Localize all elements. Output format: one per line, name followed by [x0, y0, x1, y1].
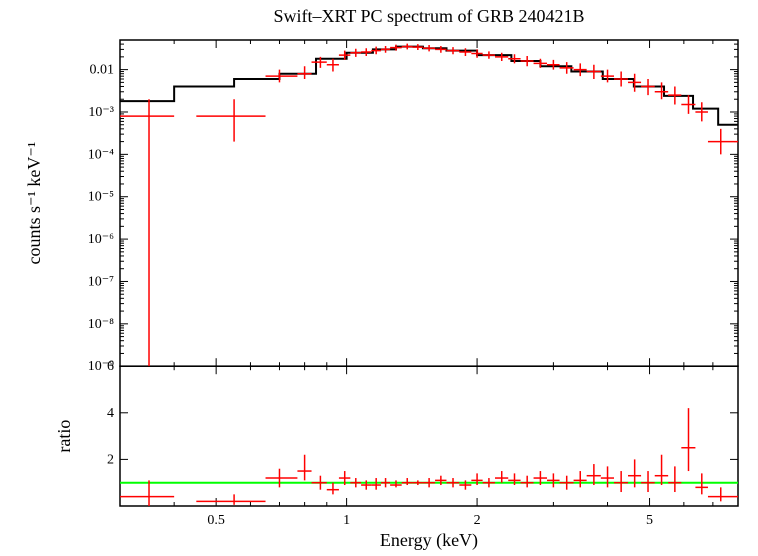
y-tick-label-top: 10⁻³ [88, 105, 114, 120]
bottom-panel-data [120, 408, 738, 506]
x-tick-label: 1 [343, 513, 350, 528]
y-tick-label-bottom: 4 [107, 406, 114, 421]
top-panel-data [120, 44, 738, 367]
model-line [120, 47, 738, 125]
y-tick-label-bottom: 6 [107, 359, 114, 374]
x-tick-label: 5 [646, 513, 653, 528]
y-tick-label-top: 0.01 [90, 63, 115, 78]
top-panel-frame [120, 40, 738, 366]
y-tick-label-top: 10⁻⁴ [88, 147, 114, 162]
x-tick-label: 0.5 [207, 513, 225, 528]
y-axis-label-bottom: ratio [54, 420, 74, 453]
x-tick-label: 2 [474, 513, 481, 528]
spectrum-chart: Swift–XRT PC spectrum of GRB 240421B 0.5 1… [0, 0, 758, 556]
y-tick-label-top: 10⁻⁵ [88, 190, 114, 205]
y-tick-label-top: 10⁻⁶ [88, 232, 114, 247]
chart-title: Swift–XRT PC spectrum of GRB 240421B [273, 6, 584, 26]
y-tick-label-top: 10⁻⁷ [88, 274, 114, 289]
y-tick-label-bottom: 2 [107, 452, 114, 467]
x-axis-label: Energy (keV) [380, 530, 478, 551]
y-tick-label-top: 10⁻⁸ [88, 317, 114, 332]
y-axis-label-top: counts s⁻¹ keV⁻¹ [24, 142, 44, 265]
